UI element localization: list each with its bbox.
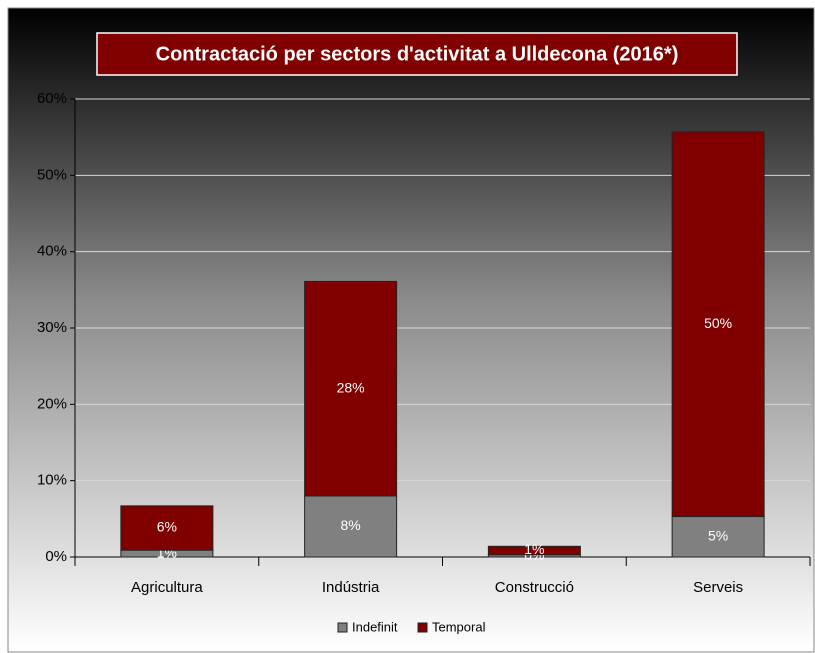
bar-segment [671,131,765,518]
title-box [96,32,738,76]
y-tick-label: 30% [37,319,67,336]
x-tick-label: Indústria [322,579,380,596]
legend-label: Temporal [432,619,486,634]
data-label: 8% [341,517,361,533]
y-tick-label: 20% [37,395,67,412]
data-label: 1% [524,541,544,557]
chart-title: Contractació per sectors d'activitat a U… [156,43,679,65]
legend-swatch [337,622,348,633]
y-tick-label: 60% [37,90,67,107]
y-tick-label: 40% [37,243,67,260]
legend-label: Indefinit [352,619,398,634]
y-tick-label: 10% [37,472,67,489]
data-label: 50% [704,315,732,331]
legend-swatch [417,622,428,633]
bar-segment [304,280,398,497]
bar-segment [120,505,214,551]
data-label: 5% [708,527,728,543]
y-tick-label: 50% [37,166,67,183]
bar-segment [671,516,765,558]
x-tick-label: Construcció [495,579,574,596]
x-tick-label: Serveis [693,579,743,596]
x-tick-label: Agricultura [131,579,203,596]
data-label: 6% [157,519,177,535]
bar-segment [487,545,581,556]
data-label: 28% [337,379,365,395]
bar-segment [304,495,398,558]
y-tick-label: 0% [45,548,67,565]
